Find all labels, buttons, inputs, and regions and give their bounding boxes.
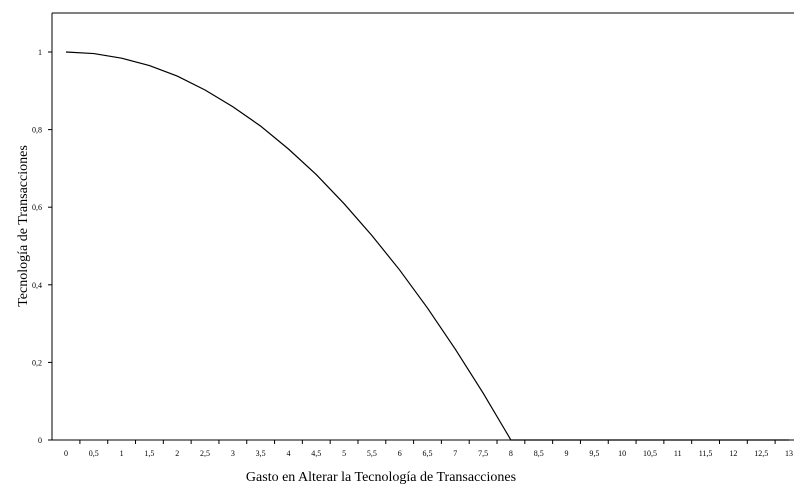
x-axis: 0 0,5 1 1,5 2 2,5 3 3,5 4 4,5 5 5,5 6 6,5 7 7,5 8 8,5 9 9,5…	[52, 439, 794, 458]
x-tick-label: 9,5	[589, 449, 599, 458]
x-tick-label: 0	[64, 449, 68, 458]
x-axis-title: Gasto en Alterar la Tecnología de Transa…	[246, 470, 516, 485]
series-line	[65, 51, 789, 441]
y-axis-title: Tecnología de Transacciones	[16, 145, 31, 307]
x-tick-label: 10	[618, 449, 626, 458]
x-tick-label: 12,5	[754, 449, 768, 458]
x-tick-label: 11	[674, 449, 682, 458]
x-tick-label: 1	[120, 449, 124, 458]
y-tick-label: 0,4	[32, 281, 42, 290]
y-tick-label: 0,6	[32, 203, 42, 212]
x-tick-label: 3,5	[256, 449, 266, 458]
y-tick-label: 0,2	[32, 358, 42, 367]
x-tick-label: 13	[785, 449, 793, 458]
x-tick-label: 11,5	[699, 449, 713, 458]
x-tick-label: 5,5	[367, 449, 377, 458]
y-tick-label: 1	[38, 48, 42, 57]
y-axis: 0 0,2 0,4 0,6 0,8 1	[32, 13, 53, 445]
x-tick-label: 5	[342, 449, 346, 458]
x-tick-label: 4,5	[311, 449, 321, 458]
x-tick-label: 9	[565, 449, 569, 458]
x-tick-label: 4	[286, 449, 290, 458]
x-tick-label: 3	[231, 449, 235, 458]
x-tick-label: 8,5	[534, 449, 544, 458]
x-tick-label: 7,5	[478, 449, 488, 458]
x-tick-label: 2	[175, 449, 179, 458]
x-tick-label: 10,5	[643, 449, 657, 458]
x-tick-label: 2,5	[200, 449, 210, 458]
y-tick-label: 0,8	[32, 126, 42, 135]
x-tick-label: 7	[453, 449, 457, 458]
x-tick-label: 1,5	[144, 449, 154, 458]
x-tick-label: 6,5	[423, 449, 433, 458]
y-tick-label: 0	[38, 436, 42, 445]
x-tick-label: 6	[398, 449, 402, 458]
x-tick-label: 12	[729, 449, 737, 458]
x-tick-label: 8	[509, 449, 513, 458]
x-tick-label: 0,5	[89, 449, 99, 458]
